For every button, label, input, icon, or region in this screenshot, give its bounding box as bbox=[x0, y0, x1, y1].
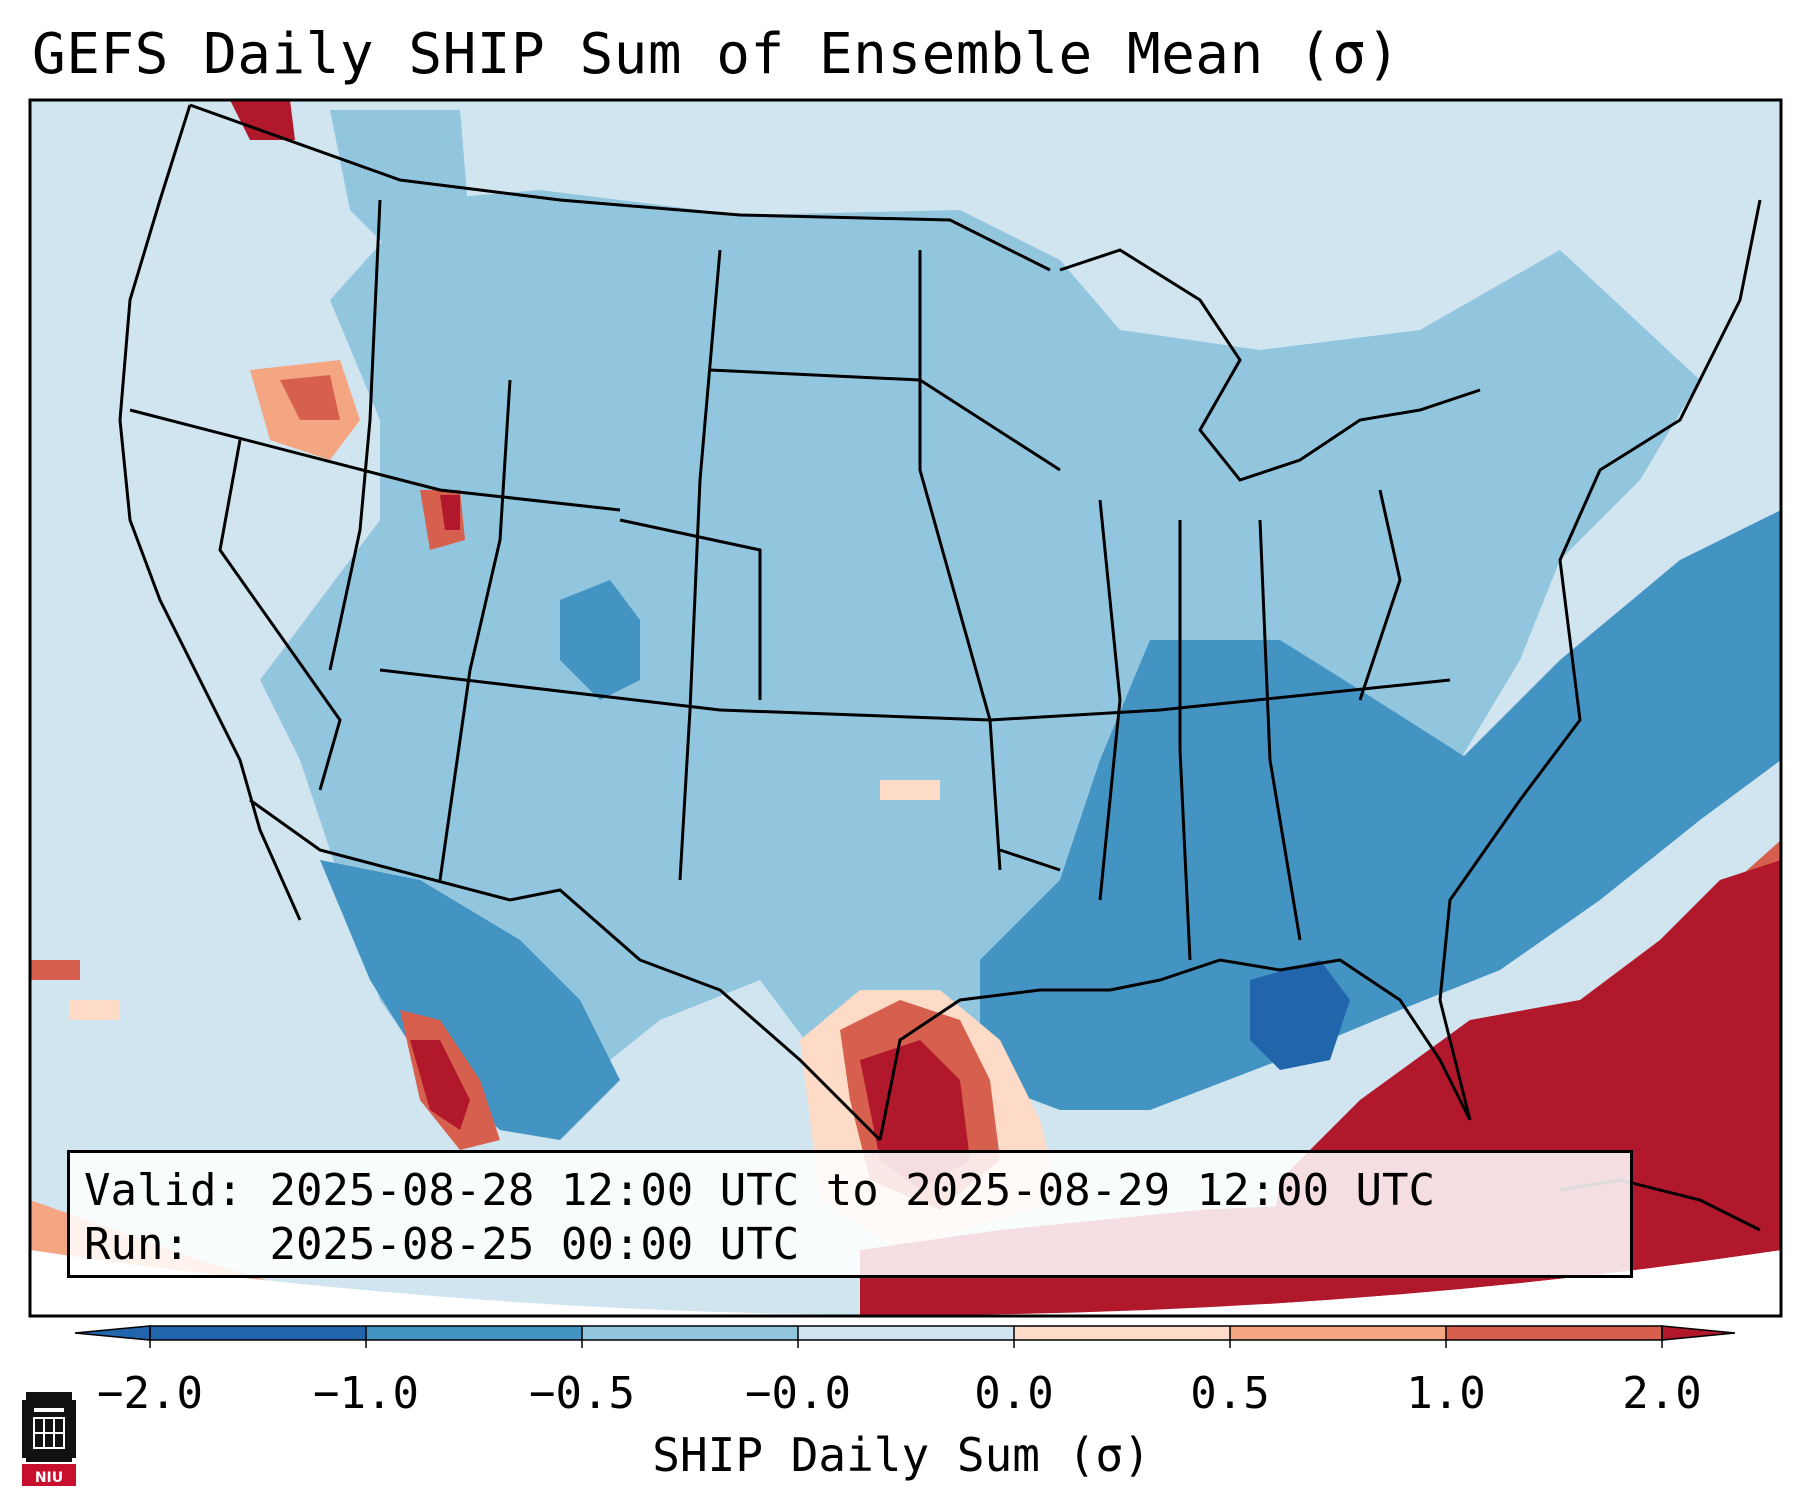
state-line-5 bbox=[438, 379, 512, 881]
colorbar-tick-label: 0.0 bbox=[974, 1368, 1054, 1419]
field-pacific-warm bbox=[30, 960, 80, 980]
ship-field bbox=[30, 100, 1781, 1315]
field-oregon-hot bbox=[280, 375, 340, 420]
field-northern-rockies bbox=[330, 110, 470, 260]
colorbar-extend-low bbox=[74, 1325, 151, 1341]
niu-logo-icon bbox=[22, 1392, 76, 1486]
field-mexico bbox=[320, 860, 620, 1140]
field-oklahoma-light bbox=[880, 780, 940, 800]
valid-label: Valid: bbox=[84, 1165, 243, 1216]
niu-logo: NIU bbox=[20, 1388, 78, 1488]
map-frame bbox=[28, 98, 1783, 1318]
colorbar-label: SHIP Daily Sum (σ) bbox=[652, 1428, 1151, 1482]
colorbar-tick-label: −0.5 bbox=[529, 1368, 635, 1419]
niu-logo-text: NIU bbox=[34, 1470, 64, 1486]
field-pacific-light bbox=[70, 1000, 120, 1020]
state-line-6 bbox=[328, 199, 382, 671]
boundaries bbox=[118, 103, 1762, 1232]
field-utah-hot bbox=[440, 495, 460, 530]
field-atlantic bbox=[1400, 510, 1781, 1000]
great-lakes bbox=[1059, 248, 1481, 482]
colorbar-segment bbox=[150, 1326, 366, 1340]
colorbar-tick-label: 0.5 bbox=[1190, 1368, 1270, 1419]
colorbar bbox=[74, 1325, 1736, 1348]
west-coast bbox=[118, 104, 302, 921]
colorbar-segment bbox=[1014, 1326, 1230, 1340]
colorbar-tick-label: −2.0 bbox=[97, 1368, 203, 1419]
field-colorado-patch bbox=[560, 580, 640, 700]
colorbar-tick-label: −0.0 bbox=[745, 1368, 851, 1419]
state-line-9 bbox=[1178, 520, 1192, 961]
colorbar-segment bbox=[582, 1326, 798, 1340]
colorbar-segment bbox=[366, 1326, 582, 1340]
colorbar-tick-label: 1.0 bbox=[1406, 1368, 1486, 1419]
us-canada-border bbox=[189, 103, 1051, 272]
valid-range: 2025-08-28 12:00 UTC to 2025-08-29 12:00… bbox=[269, 1165, 1436, 1216]
state-line-1 bbox=[129, 408, 621, 512]
gulf-coast bbox=[878, 958, 1472, 1141]
colorbar-extend-high bbox=[1661, 1325, 1736, 1341]
state-line-11 bbox=[1358, 489, 1402, 701]
state-line-14 bbox=[999, 848, 1061, 872]
field-pnw-hot bbox=[230, 100, 295, 140]
us-mexico-border bbox=[249, 798, 882, 1142]
run-time: 2025-08-25 00:00 UTC bbox=[269, 1219, 800, 1270]
colorbar-tick-label: −1.0 bbox=[313, 1368, 419, 1419]
state-line-10 bbox=[1258, 519, 1302, 941]
state-line-7 bbox=[218, 439, 342, 791]
state-line-4 bbox=[918, 250, 1002, 871]
state-line-12 bbox=[619, 518, 762, 700]
colorbar-tick-label: 2.0 bbox=[1622, 1368, 1702, 1419]
run-line: Run: 2025-08-25 00:00 UTC bbox=[84, 1219, 799, 1270]
state-line-13 bbox=[709, 368, 1061, 472]
colorbar-segment bbox=[1230, 1326, 1446, 1340]
state-line-8 bbox=[1098, 499, 1122, 901]
map-title: GEFS Daily SHIP Sum of Ensemble Mean (σ) bbox=[32, 22, 1401, 87]
east-coast bbox=[1438, 199, 1762, 1121]
run-label: Run: bbox=[84, 1219, 190, 1270]
info-box: Valid: 2025-08-28 12:00 UTC to 2025-08-2… bbox=[67, 1150, 1633, 1278]
state-line-3 bbox=[678, 249, 722, 881]
colorbar-segment bbox=[1446, 1326, 1662, 1340]
field-gulf-core bbox=[1250, 960, 1350, 1070]
valid-line: Valid: 2025-08-28 12:00 UTC to 2025-08-2… bbox=[84, 1165, 1435, 1216]
field-sierra-hot bbox=[410, 1040, 470, 1130]
colorbar-segment bbox=[798, 1326, 1014, 1340]
